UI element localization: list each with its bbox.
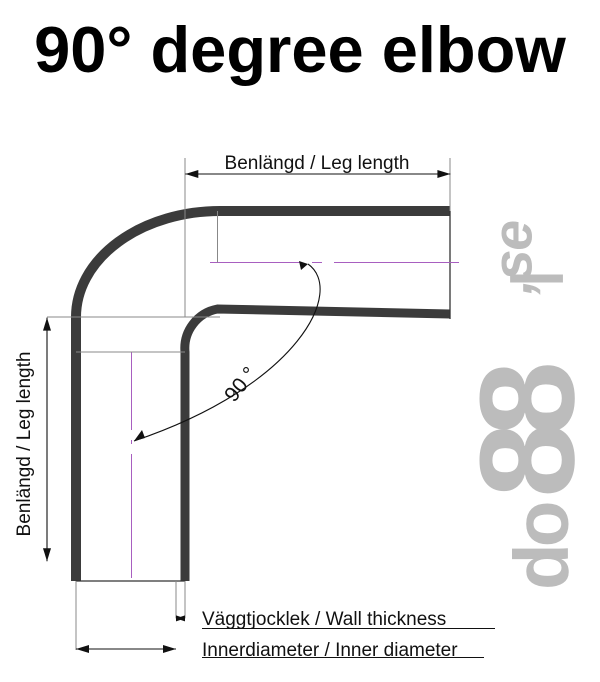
svg-text:do: do xyxy=(500,503,585,590)
svg-text:,se: ,se xyxy=(481,221,543,296)
svg-text:Väggtjocklek / Wall thickness: Väggtjocklek / Wall thickness xyxy=(202,609,446,630)
svg-text:Benlängd / Leg length: Benlängd / Leg length xyxy=(225,153,410,174)
svg-text:88: 88 xyxy=(451,365,600,498)
svg-text:Benlängd / Leg length: Benlängd / Leg length xyxy=(14,352,35,537)
